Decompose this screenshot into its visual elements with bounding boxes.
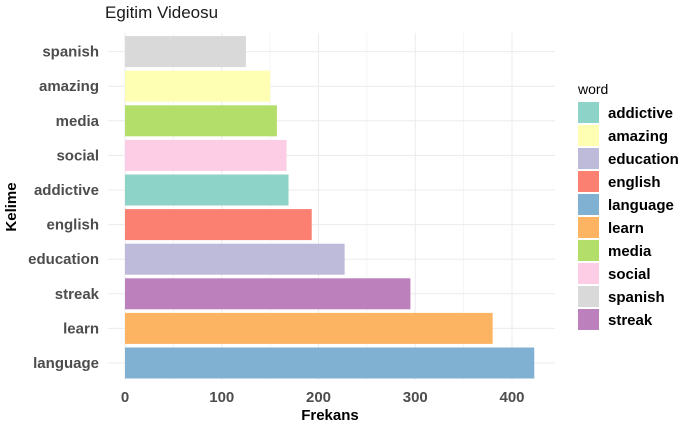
y-tick-label: streak: [55, 286, 100, 303]
bar-addictive: [125, 174, 289, 206]
legend-swatch-media: [578, 240, 599, 261]
bar-english: [125, 209, 312, 241]
y-tick-label: learn: [63, 320, 99, 337]
y-tick-label: english: [46, 217, 99, 234]
legend-swatch-learn: [578, 217, 599, 238]
x-tick-label: 100: [209, 389, 234, 406]
x-tick-label: 0: [121, 389, 129, 406]
legend: word addictive amazing education english lan…: [577, 81, 679, 330]
y-tick-label: spanish: [42, 44, 99, 61]
chart-title: Egitim Videosu: [105, 3, 218, 22]
y-tick-label: amazing: [39, 78, 99, 95]
bar-spanish: [125, 36, 246, 68]
y-tick-label: education: [28, 251, 99, 268]
legend-swatch-education: [578, 148, 599, 169]
y-axis-category-labels: language learn streak education english addic…: [28, 44, 100, 372]
x-tick-label: 400: [499, 389, 524, 406]
legend-swatch-amazing: [578, 125, 599, 146]
legend-label: streak: [608, 312, 653, 329]
legend-label: social: [608, 266, 651, 283]
legend-swatch-spanish: [578, 286, 599, 307]
legend-swatch-addictive: [578, 102, 599, 123]
legend-label: education: [608, 151, 679, 168]
bar-language: [125, 347, 535, 379]
y-tick-label: media: [56, 113, 100, 130]
x-tick-label: 200: [306, 389, 331, 406]
legend-label: language: [608, 197, 674, 214]
bar-amazing: [125, 70, 271, 102]
legend-label: addictive: [608, 105, 673, 122]
y-tick-label: addictive: [34, 182, 99, 199]
bar-social: [125, 139, 287, 171]
legend-label: amazing: [608, 128, 668, 145]
y-axis-title: Kelime: [3, 182, 20, 231]
bar-education: [125, 243, 345, 275]
legend-swatch-streak: [578, 309, 599, 330]
legend-label: learn: [608, 220, 644, 237]
bar-streak: [125, 278, 411, 310]
x-tick-label: 300: [403, 389, 428, 406]
x-axis-tick-labels: 0 100 200 300 400: [121, 389, 525, 406]
bars: [125, 36, 535, 379]
bar-media: [125, 105, 277, 137]
legend-swatch-social: [578, 263, 599, 284]
legend-label: spanish: [608, 289, 665, 306]
legend-title: word: [577, 81, 608, 97]
legend-swatch-language: [578, 194, 599, 215]
legend-swatch-english: [578, 171, 599, 192]
bar-learn: [125, 312, 493, 344]
legend-label: english: [608, 174, 661, 191]
y-tick-label: social: [56, 147, 99, 164]
y-tick-label: language: [33, 355, 99, 372]
legend-label: media: [608, 243, 652, 260]
x-axis-title: Frekans: [301, 407, 359, 424]
